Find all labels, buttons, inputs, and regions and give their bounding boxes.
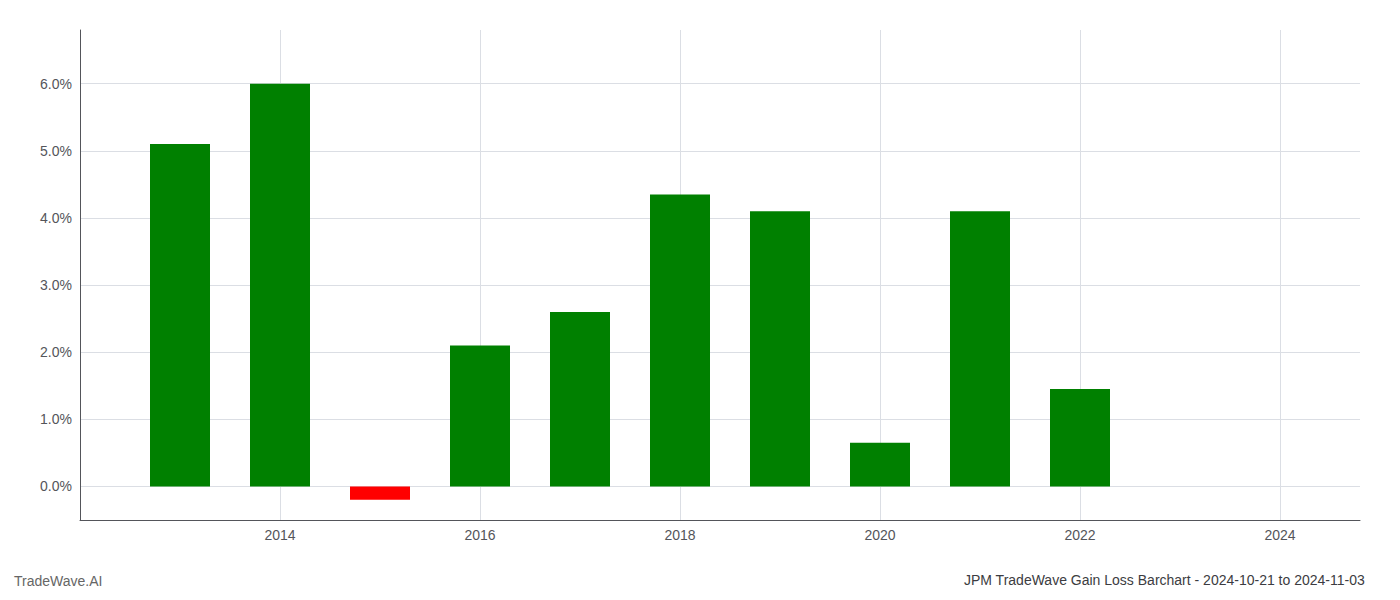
svg-text:2024: 2024	[1264, 527, 1295, 543]
svg-text:TradeWave.AI: TradeWave.AI	[14, 573, 102, 589]
svg-text:5.0%: 5.0%	[40, 143, 72, 159]
svg-text:0.0%: 0.0%	[40, 478, 72, 494]
svg-text:6.0%: 6.0%	[40, 76, 72, 92]
svg-text:2.0%: 2.0%	[40, 344, 72, 360]
svg-text:2020: 2020	[864, 527, 895, 543]
svg-text:2016: 2016	[464, 527, 495, 543]
svg-text:2014: 2014	[264, 527, 295, 543]
svg-text:2022: 2022	[1064, 527, 1095, 543]
svg-text:3.0%: 3.0%	[40, 277, 72, 293]
svg-text:1.0%: 1.0%	[40, 411, 72, 427]
svg-text:2018: 2018	[664, 527, 695, 543]
svg-text:JPM TradeWave Gain Loss Barcha: JPM TradeWave Gain Loss Barchart - 2024-…	[964, 572, 1365, 588]
svg-text:4.0%: 4.0%	[40, 210, 72, 226]
